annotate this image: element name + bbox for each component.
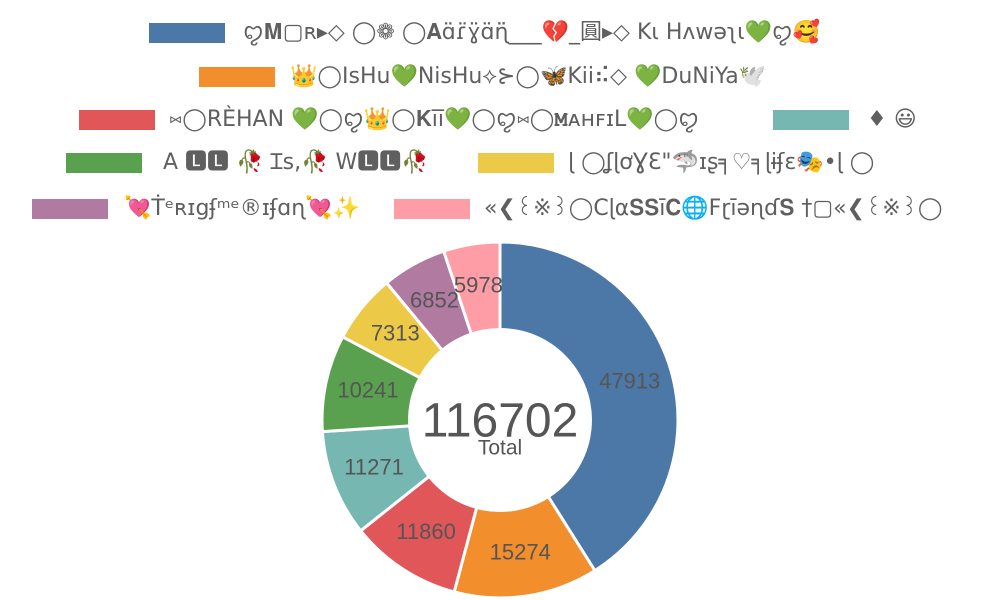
legend-label: ɭ ◯ʆɭơƔƐ"🦈ɪʂ╕♡╕ɭɨʄɛ🎭•ɭ ◯ [568, 149, 874, 175]
slice-value-label: 47913 [599, 368, 660, 393]
legend-label: ♦ 😃 [867, 107, 917, 132]
legend-swatch [199, 67, 275, 87]
slice-value-label: 11860 [396, 519, 456, 544]
total-label: Total [478, 437, 522, 460]
legend-swatch [149, 23, 225, 43]
slice-value-label: 15274 [490, 539, 551, 564]
legend-item[interactable]: A 🅻🅻 🥀 Ɪs,🥀 W🅻🅻🥀 [66, 148, 429, 175]
legend-label: 👑◯IsHu💚NisHu⟡⊱◯🦋Kii⠮◇ 💚DuNiYa🕊️ [290, 63, 766, 89]
legend-swatch [32, 199, 108, 219]
legend-swatch [478, 153, 554, 173]
slice-value-label: 11271 [344, 454, 404, 479]
donut-hole [408, 328, 592, 512]
legend-item[interactable]: 👑◯IsHu💚NisHu⟡⊱◯🦋Kii⠮◇ 💚DuNiYa🕊️ [199, 63, 766, 89]
legend-label: 💘Ṫᵉʀɪgʄᵐᵉ®ɪʄɑɳ💘✨ [124, 195, 360, 221]
slice-value-label: 5978 [454, 273, 503, 298]
legend-label: «❮꒰※꒱◯Cɭα𝐒𝐒ī𝐂🌐Fɽīəɳɗ𝐒 †▢«❮꒰※꒱◯ [484, 195, 943, 221]
legend-swatch [66, 153, 142, 173]
legend-swatch [773, 110, 849, 130]
legend-label: ꨄ𝐌▢ʀ▸◇ ◯❁ ◯𝐀ɑ̈ɾ̈ɣ̈ɑ̈ɳ̈̈___💔_圓▸◇ Kι Hʌwəʅ… [243, 18, 820, 46]
legend-item[interactable]: ♦ 😃 [773, 107, 917, 132]
legend-swatch [394, 199, 470, 219]
legend-item[interactable]: ꨄ𝐌▢ʀ▸◇ ◯❁ ◯𝐀ɑ̈ɾ̈ɣ̈ɑ̈ɳ̈̈___💔_圓▸◇ Kι Hʌwəʅ… [149, 18, 820, 46]
slice-value-label: 10241 [337, 378, 398, 403]
legend-item[interactable]: 💘Ṫᵉʀɪgʄᵐᵉ®ɪʄɑɳ💘✨ [32, 195, 360, 221]
legend-item[interactable]: «❮꒰※꒱◯Cɭα𝐒𝐒ī𝐂🌐Fɽīəɳɗ𝐒 †▢«❮꒰※꒱◯ [394, 195, 943, 221]
slice-value-label: 7313 [371, 321, 420, 346]
legend-label: A 🅻🅻 🥀 Ɪs,🥀 W🅻🅻🥀 [163, 148, 429, 175]
legend-item[interactable]: ɭ ◯ʆɭơƔƐ"🦈ɪʂ╕♡╕ɭɨʄɛ🎭•ɭ ◯ [478, 149, 874, 175]
legend-swatch [79, 110, 155, 130]
slice-value-label: 6852 [410, 288, 459, 313]
legend: ꨄ𝐌▢ʀ▸◇ ◯❁ ◯𝐀ɑ̈ɾ̈ɣ̈ɑ̈ɳ̈̈___💔_圓▸◇ Kι Hʌwəʅ… [32, 18, 943, 221]
total-value: 116702 [422, 395, 579, 448]
legend-item[interactable]: ⑅◯RÈHAN 💚◯ꨄ👑◯𝐊īī💚◯ꨄ⑅◯𝐌ᴀʜꜰɪL💚◯ꨄ [79, 106, 699, 133]
legend-label: ⑅◯RÈHAN 💚◯ꨄ👑◯𝐊īī💚◯ꨄ⑅◯𝐌ᴀʜꜰɪL💚◯ꨄ [169, 106, 699, 133]
